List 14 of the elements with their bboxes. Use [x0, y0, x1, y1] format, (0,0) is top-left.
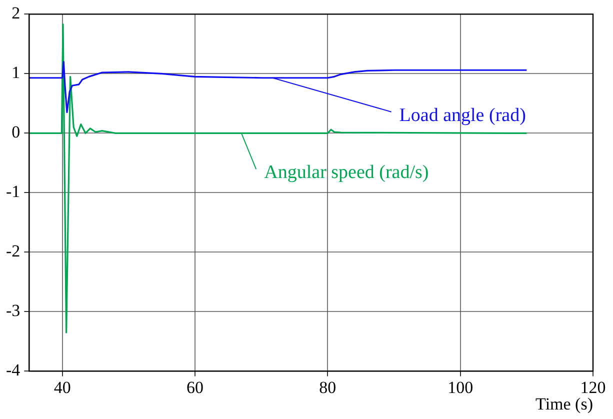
x-tick-label: 40 [54, 378, 71, 397]
x-axis-title: Time (s) [536, 394, 593, 414]
x-tick-label: 120 [580, 378, 606, 397]
x-tick-label: 80 [319, 378, 336, 397]
y-tick-label: -1 [6, 182, 20, 202]
y-tick-label: -3 [6, 301, 20, 320]
y-tick-label: -2 [6, 242, 20, 261]
y-tick-label: 0 [12, 122, 20, 142]
y-tick-label: 1 [12, 63, 20, 82]
x-tick-label: 60 [186, 378, 204, 397]
annotation: Angular speed (rad/s) [264, 162, 429, 184]
y-tick-label: -4 [6, 360, 21, 380]
x-tick-label: 100 [448, 378, 474, 397]
y-tick-label: 2 [12, 4, 20, 23]
